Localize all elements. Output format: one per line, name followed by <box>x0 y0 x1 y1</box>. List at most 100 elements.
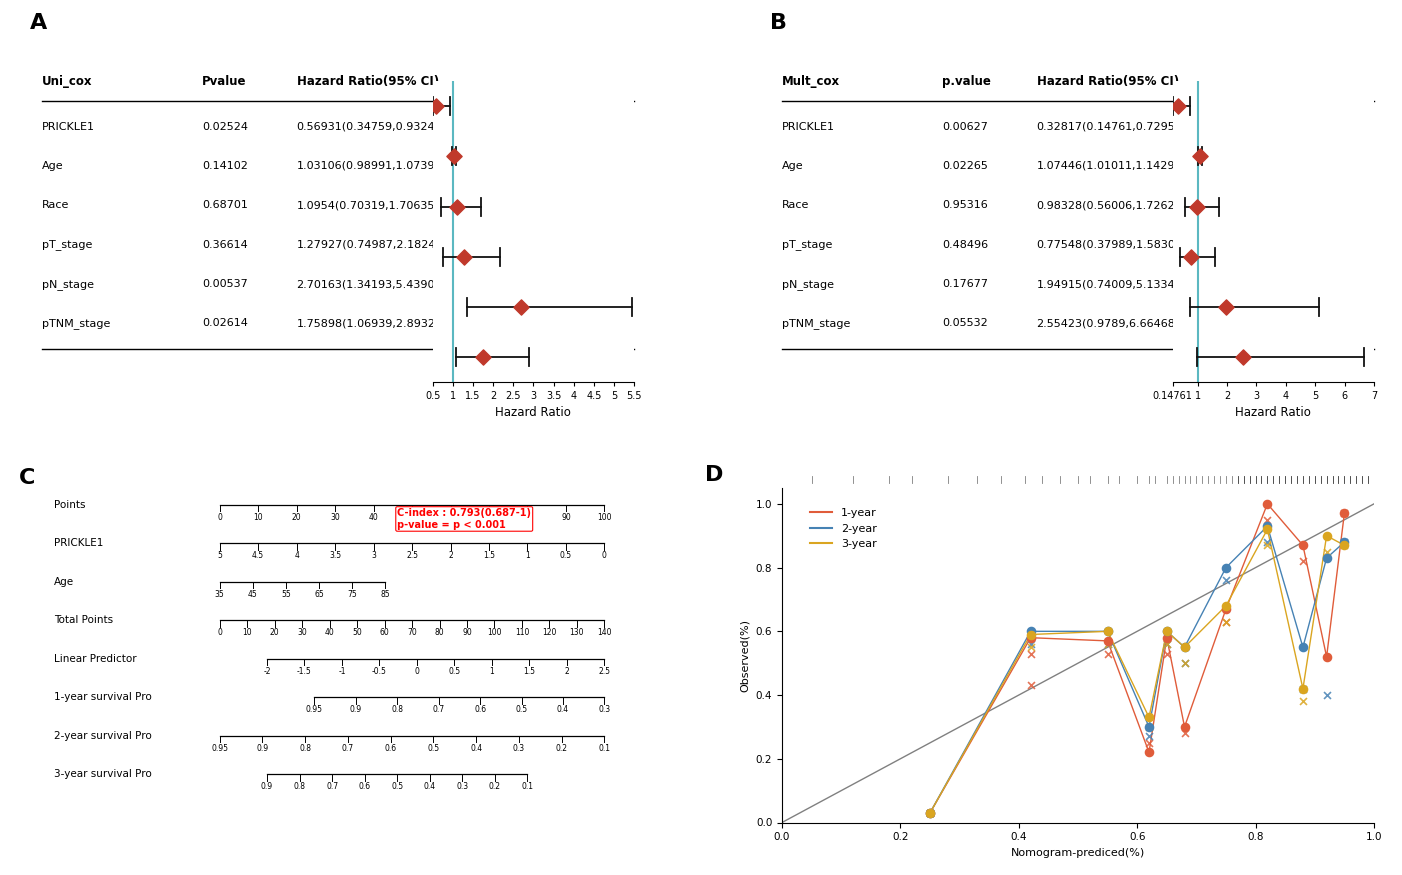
Point <box>1019 627 1042 641</box>
Point <box>1173 656 1196 670</box>
Text: 0.4: 0.4 <box>470 744 482 752</box>
Point <box>1291 682 1314 696</box>
Point <box>1096 634 1119 648</box>
Text: 100: 100 <box>597 513 611 522</box>
Text: 0.95316: 0.95316 <box>942 200 987 210</box>
Text: PRICKLE1: PRICKLE1 <box>782 122 836 131</box>
Point <box>1155 631 1178 645</box>
Text: 65: 65 <box>314 590 324 598</box>
Text: 0.32817(0.14761,0.72957): 0.32817(0.14761,0.72957) <box>1036 122 1187 131</box>
Text: 0.6: 0.6 <box>474 705 486 714</box>
Text: 0.02524: 0.02524 <box>202 122 248 131</box>
Text: PRICKLE1: PRICKLE1 <box>53 538 104 548</box>
Text: 4: 4 <box>294 551 299 560</box>
Text: 40: 40 <box>325 628 335 637</box>
Point <box>1096 647 1119 661</box>
Point <box>1256 519 1279 533</box>
Text: 40: 40 <box>369 513 379 522</box>
Text: 0.14102: 0.14102 <box>202 161 248 171</box>
Text: Mult_cox: Mult_cox <box>782 75 840 88</box>
Text: -0.5: -0.5 <box>372 667 387 676</box>
Text: 0.05532: 0.05532 <box>942 318 987 328</box>
Point <box>1096 637 1119 651</box>
Text: 50: 50 <box>352 628 362 637</box>
Text: 0.1: 0.1 <box>522 782 534 791</box>
Point <box>918 806 941 820</box>
Point <box>1291 695 1314 709</box>
Point <box>1173 640 1196 654</box>
Text: 1.0954(0.70319,1.70635): 1.0954(0.70319,1.70635) <box>297 200 439 210</box>
Point <box>1173 726 1196 740</box>
Text: pTNM_stage: pTNM_stage <box>782 318 851 329</box>
Text: 0.98328(0.56006,1.72629): 0.98328(0.56006,1.72629) <box>1036 200 1186 210</box>
Text: 0.02614: 0.02614 <box>202 318 248 328</box>
Point <box>1291 538 1314 552</box>
Text: 0: 0 <box>601 551 607 560</box>
Text: 1: 1 <box>526 551 530 560</box>
Text: 130: 130 <box>569 628 585 637</box>
Point <box>1315 528 1338 542</box>
Text: Hazard Ratio(95% CI): Hazard Ratio(95% CI) <box>1036 75 1179 88</box>
Text: 90: 90 <box>463 628 472 637</box>
Text: Total Points: Total Points <box>53 615 114 625</box>
Text: 0.5: 0.5 <box>391 782 404 791</box>
Point <box>1315 544 1338 558</box>
Text: 4.5: 4.5 <box>252 551 264 560</box>
Text: 2: 2 <box>565 667 569 676</box>
Text: 0.3: 0.3 <box>456 782 468 791</box>
Text: 1.5: 1.5 <box>523 667 536 676</box>
Text: pN_stage: pN_stage <box>782 278 834 290</box>
Point <box>1333 538 1356 552</box>
Point <box>1138 736 1161 750</box>
Text: 0.00627: 0.00627 <box>942 122 987 131</box>
Point <box>918 806 941 820</box>
Point <box>918 806 941 820</box>
Text: 0.2: 0.2 <box>555 744 568 752</box>
Point <box>1315 551 1338 565</box>
Text: 60: 60 <box>446 513 456 522</box>
Point <box>1173 720 1196 734</box>
Text: 0.95: 0.95 <box>212 744 229 752</box>
Text: 2.5: 2.5 <box>407 551 418 560</box>
Text: 0.6: 0.6 <box>384 744 397 752</box>
Text: 75: 75 <box>348 590 358 598</box>
Point <box>1291 554 1314 568</box>
Text: 0.7: 0.7 <box>342 744 353 752</box>
Text: 1.03106(0.98991,1.07393): 1.03106(0.98991,1.07393) <box>297 161 446 171</box>
Text: 55: 55 <box>280 590 290 598</box>
Point <box>1155 625 1178 639</box>
Text: 0: 0 <box>415 667 419 676</box>
Text: Age: Age <box>782 161 803 171</box>
X-axis label: Nomogram-prediced(%): Nomogram-prediced(%) <box>1011 848 1145 858</box>
Point <box>918 806 941 820</box>
Legend: 1-year, 2-year, 3-year: 1-year, 2-year, 3-year <box>805 503 882 554</box>
Point <box>1291 682 1314 696</box>
Point <box>1256 536 1279 550</box>
Text: 0: 0 <box>217 513 222 522</box>
Text: 0.3: 0.3 <box>599 705 610 714</box>
Text: 30: 30 <box>297 628 307 637</box>
Text: 80: 80 <box>435 628 444 637</box>
Text: 0.48496: 0.48496 <box>942 240 988 249</box>
Text: 10: 10 <box>254 513 264 522</box>
Text: 85: 85 <box>380 590 390 598</box>
Text: 0.00537: 0.00537 <box>202 279 248 289</box>
Point <box>1138 710 1161 724</box>
Text: 0.8: 0.8 <box>391 705 404 714</box>
Point <box>918 806 941 820</box>
Point <box>1138 746 1161 760</box>
Text: 0.2: 0.2 <box>489 782 501 791</box>
Text: 100: 100 <box>488 628 502 637</box>
Point <box>1256 522 1279 536</box>
Point <box>1019 631 1042 645</box>
Text: Race: Race <box>782 200 809 210</box>
Text: 0.4: 0.4 <box>557 705 569 714</box>
Text: 5: 5 <box>217 551 222 560</box>
Text: 110: 110 <box>515 628 529 637</box>
Text: 0.7: 0.7 <box>433 705 444 714</box>
Point <box>1173 640 1196 654</box>
Text: 120: 120 <box>543 628 557 637</box>
Text: 0.5: 0.5 <box>449 667 460 676</box>
Point <box>1096 625 1119 639</box>
Text: -1.5: -1.5 <box>297 667 311 676</box>
